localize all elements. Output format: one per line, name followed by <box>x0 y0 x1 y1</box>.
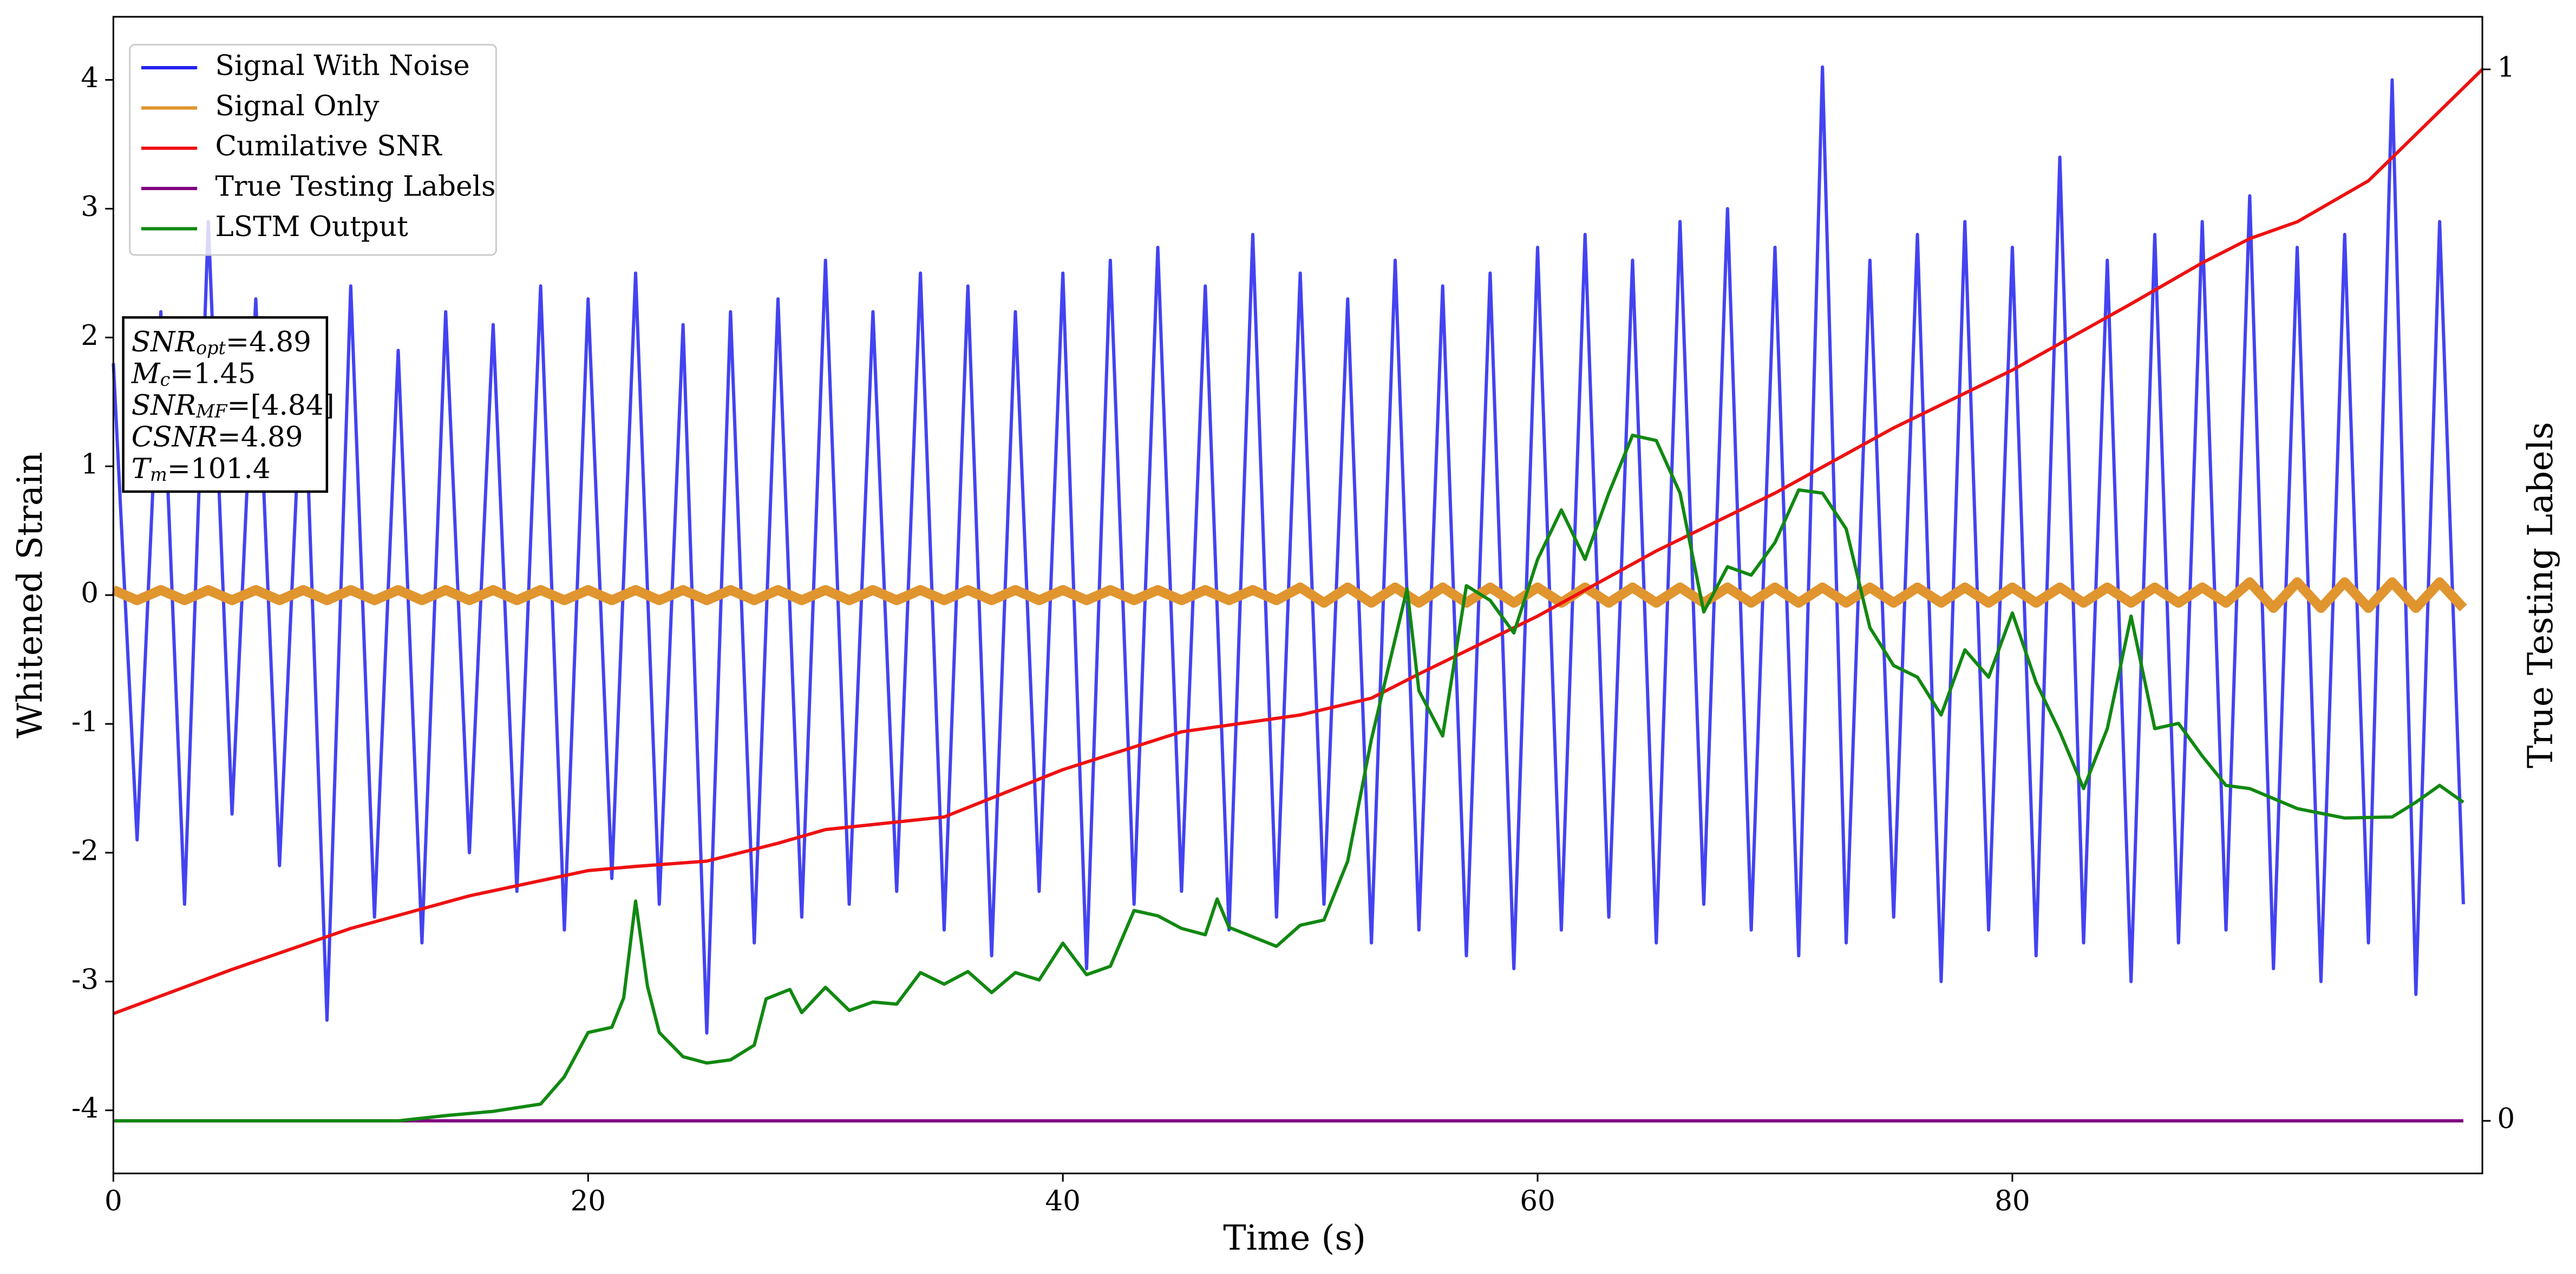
annotation-sub: m <box>150 464 167 485</box>
legend-box <box>129 44 497 256</box>
y2-tick-label: 1 <box>2497 51 2515 84</box>
x-tick-label: 40 <box>1045 1185 1081 1217</box>
y-tick-label: 4 <box>81 62 99 94</box>
annotation-box <box>122 316 329 493</box>
annotation-base: SNR <box>132 389 196 421</box>
annotation-base: T <box>132 453 152 485</box>
y-tick-label: -4 <box>71 1092 99 1125</box>
x-tick-label: 60 <box>1520 1185 1555 1217</box>
y-tick-label: 2 <box>81 319 99 352</box>
series-line <box>113 68 2484 1015</box>
annotation: Tm=101.4 <box>132 453 271 485</box>
y-tick-label: 3 <box>81 191 99 223</box>
annotation-sub: MF <box>195 401 228 422</box>
y2-tick-label: 0 <box>2497 1103 2515 1135</box>
x-axis-label: Time (s) <box>1223 1218 1366 1258</box>
annotation-rest: =4.89 <box>218 421 303 453</box>
x-tick-label: 0 <box>104 1185 122 1217</box>
y-tick-label: -2 <box>71 834 99 867</box>
y-tick-label: 0 <box>81 577 99 610</box>
legend-label: Signal With Noise <box>215 50 470 82</box>
annotation-sub: c <box>160 369 171 390</box>
annotation-rest: =101.4 <box>167 453 271 485</box>
y-tick-label: 1 <box>81 448 99 481</box>
annotation-rest: =1.45 <box>170 357 256 390</box>
y-tick-label: -3 <box>71 963 99 996</box>
annotation: Mc=1.45 <box>131 357 256 390</box>
annotation-rest: =4.89 <box>226 325 311 358</box>
annotation-rest: =[4.84] <box>227 389 334 421</box>
series-line <box>111 577 2467 613</box>
x-tick-label: 80 <box>1995 1185 2030 1217</box>
annotation-base: SNR <box>132 325 196 358</box>
legend-label: LSTM Output <box>215 211 409 243</box>
annotation-base: CSNR <box>132 421 218 453</box>
annotation: SNRopt=4.89 <box>132 325 311 358</box>
y-axis-label: Whitened Strain <box>10 452 50 739</box>
series-line <box>113 433 2464 1123</box>
y-tick-label: -1 <box>71 706 99 739</box>
annotation: CSNR=4.89 <box>132 421 303 453</box>
annotation-base: M <box>131 357 161 390</box>
legend-label: Cumilative SNR <box>215 130 443 162</box>
legend-label: True Testing Labels <box>215 171 496 203</box>
x-tick-label: 20 <box>570 1185 606 1217</box>
legend-label: Signal Only <box>215 90 380 122</box>
annotation-sub: opt <box>196 337 226 358</box>
annotation: SNRMF=[4.84] <box>132 389 335 421</box>
y2-axis-label: True Testing Labels <box>2521 422 2561 768</box>
